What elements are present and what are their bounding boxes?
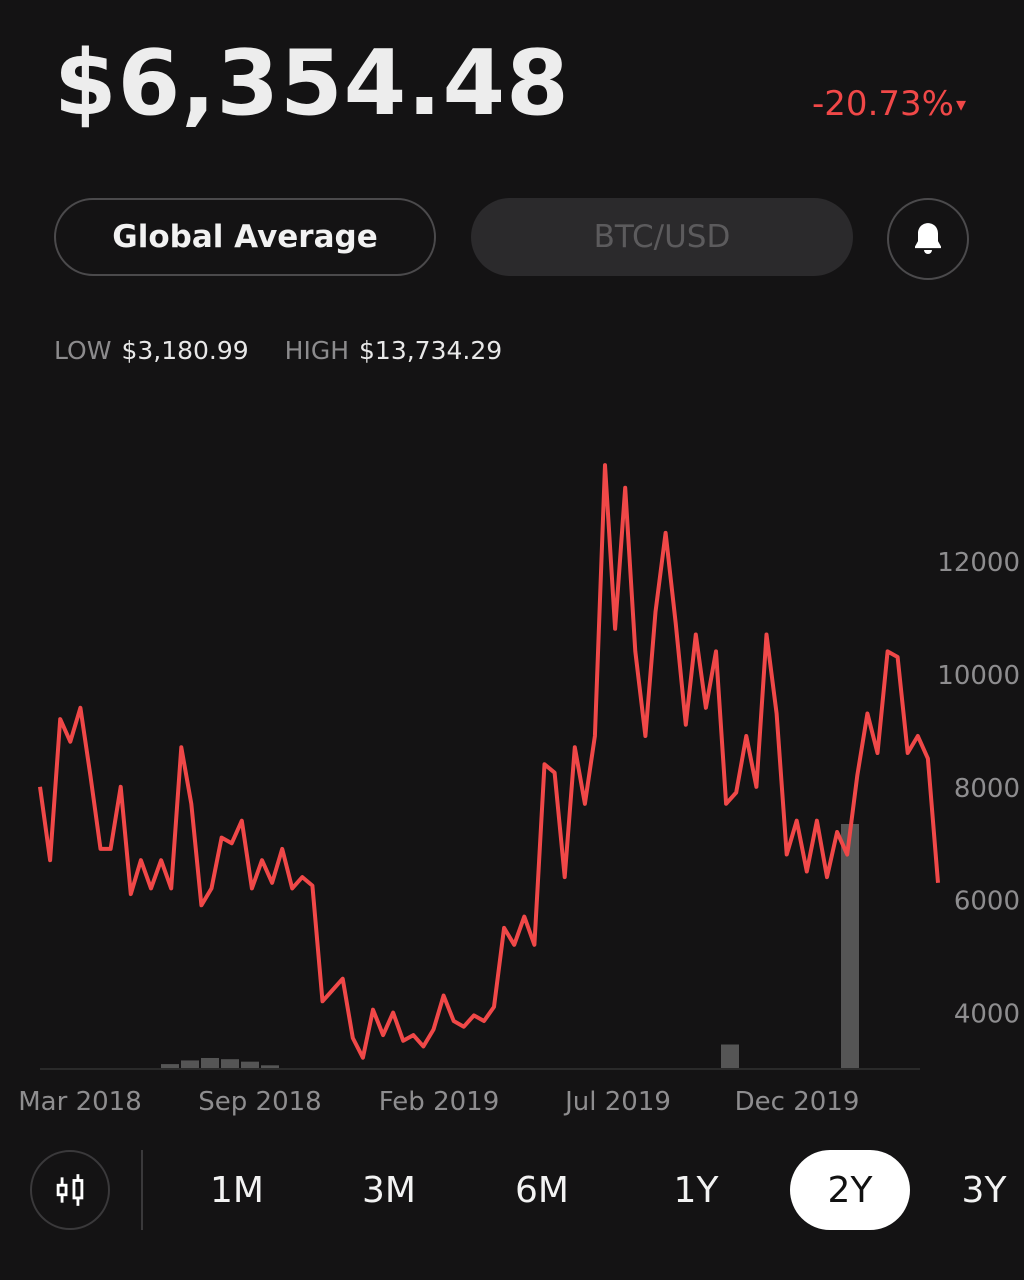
range-3y-label: 3Y (961, 1169, 1007, 1211)
x-axis: Mar 2018 Sep 2018 Feb 2019 Jul 2019 Dec 2019 (18, 1087, 859, 1117)
price-alert-button[interactable] (887, 198, 969, 280)
volume-bar (841, 824, 859, 1069)
high-value: $13,734.29 (359, 336, 503, 365)
y-tick-label: 8000 (954, 774, 1020, 804)
pair-selector-label: BTC/USD (593, 219, 731, 255)
volume-bar (181, 1060, 199, 1069)
range-2y-button[interactable]: 2Y (790, 1150, 910, 1230)
low-label: LOW (54, 336, 112, 365)
volume-bar (161, 1064, 179, 1069)
volume-bar (261, 1065, 279, 1069)
y-tick-label: 12000 (937, 548, 1020, 578)
candlestick-icon (56, 1174, 84, 1206)
chart-type-button[interactable] (30, 1150, 110, 1230)
range-6m-label: 6M (515, 1169, 569, 1211)
volume-bar (721, 1044, 739, 1069)
x-tick-label: Sep 2018 (198, 1087, 321, 1117)
range-1y-label: 1Y (673, 1169, 719, 1211)
price-change: -20.73% ▾ (812, 84, 966, 124)
x-tick-label: Jul 2019 (563, 1087, 671, 1117)
price-chart[interactable]: 12000 10000 8000 6000 4000 Mar 2018 Sep 2018 F… (0, 400, 1024, 1130)
x-tick-label: Feb 2019 (379, 1087, 499, 1117)
source-selector-button[interactable]: Global Average (54, 198, 436, 276)
range-3y-button[interactable]: 3Y (944, 1150, 1024, 1230)
source-selector-label: Global Average (112, 219, 378, 255)
range-1y-button[interactable]: 1Y (636, 1150, 756, 1230)
range-6m-button[interactable]: 6M (482, 1150, 602, 1230)
high-label: HIGH (284, 336, 350, 365)
y-tick-label: 10000 (937, 661, 1020, 691)
range-3m-button[interactable]: 3M (329, 1150, 449, 1230)
pair-selector-button[interactable]: BTC/USD (471, 198, 853, 276)
price-line (38, 463, 940, 1060)
range-1m-label: 1M (210, 1169, 264, 1211)
current-price: $6,354.48 (54, 31, 570, 136)
y-tick-label: 6000 (954, 887, 1020, 917)
volume-bar (201, 1057, 219, 1069)
range-2y-label: 2Y (827, 1169, 873, 1211)
volume-bar (221, 1059, 239, 1069)
x-tick-label: Dec 2019 (735, 1087, 860, 1117)
bell-icon (915, 223, 941, 254)
price-range-stats: LOW $3,180.99 HIGH $13,734.29 (54, 334, 538, 368)
range-1m-button[interactable]: 1M (177, 1150, 297, 1230)
low-value: $3,180.99 (121, 336, 249, 365)
range-divider (141, 1150, 143, 1230)
volume-bar (241, 1061, 259, 1069)
x-tick-label: Mar 2018 (18, 1087, 142, 1117)
price-change-value: -20.73% (812, 84, 954, 124)
volume-bars (161, 824, 859, 1069)
y-axis: 12000 10000 8000 6000 4000 (937, 548, 1020, 1029)
down-arrow-icon: ▾ (955, 92, 966, 116)
range-selector: 1M 3M 6M 1Y 2Y 3Y (0, 1148, 1024, 1232)
range-3m-label: 3M (362, 1169, 416, 1211)
y-tick-label: 4000 (954, 1000, 1020, 1030)
